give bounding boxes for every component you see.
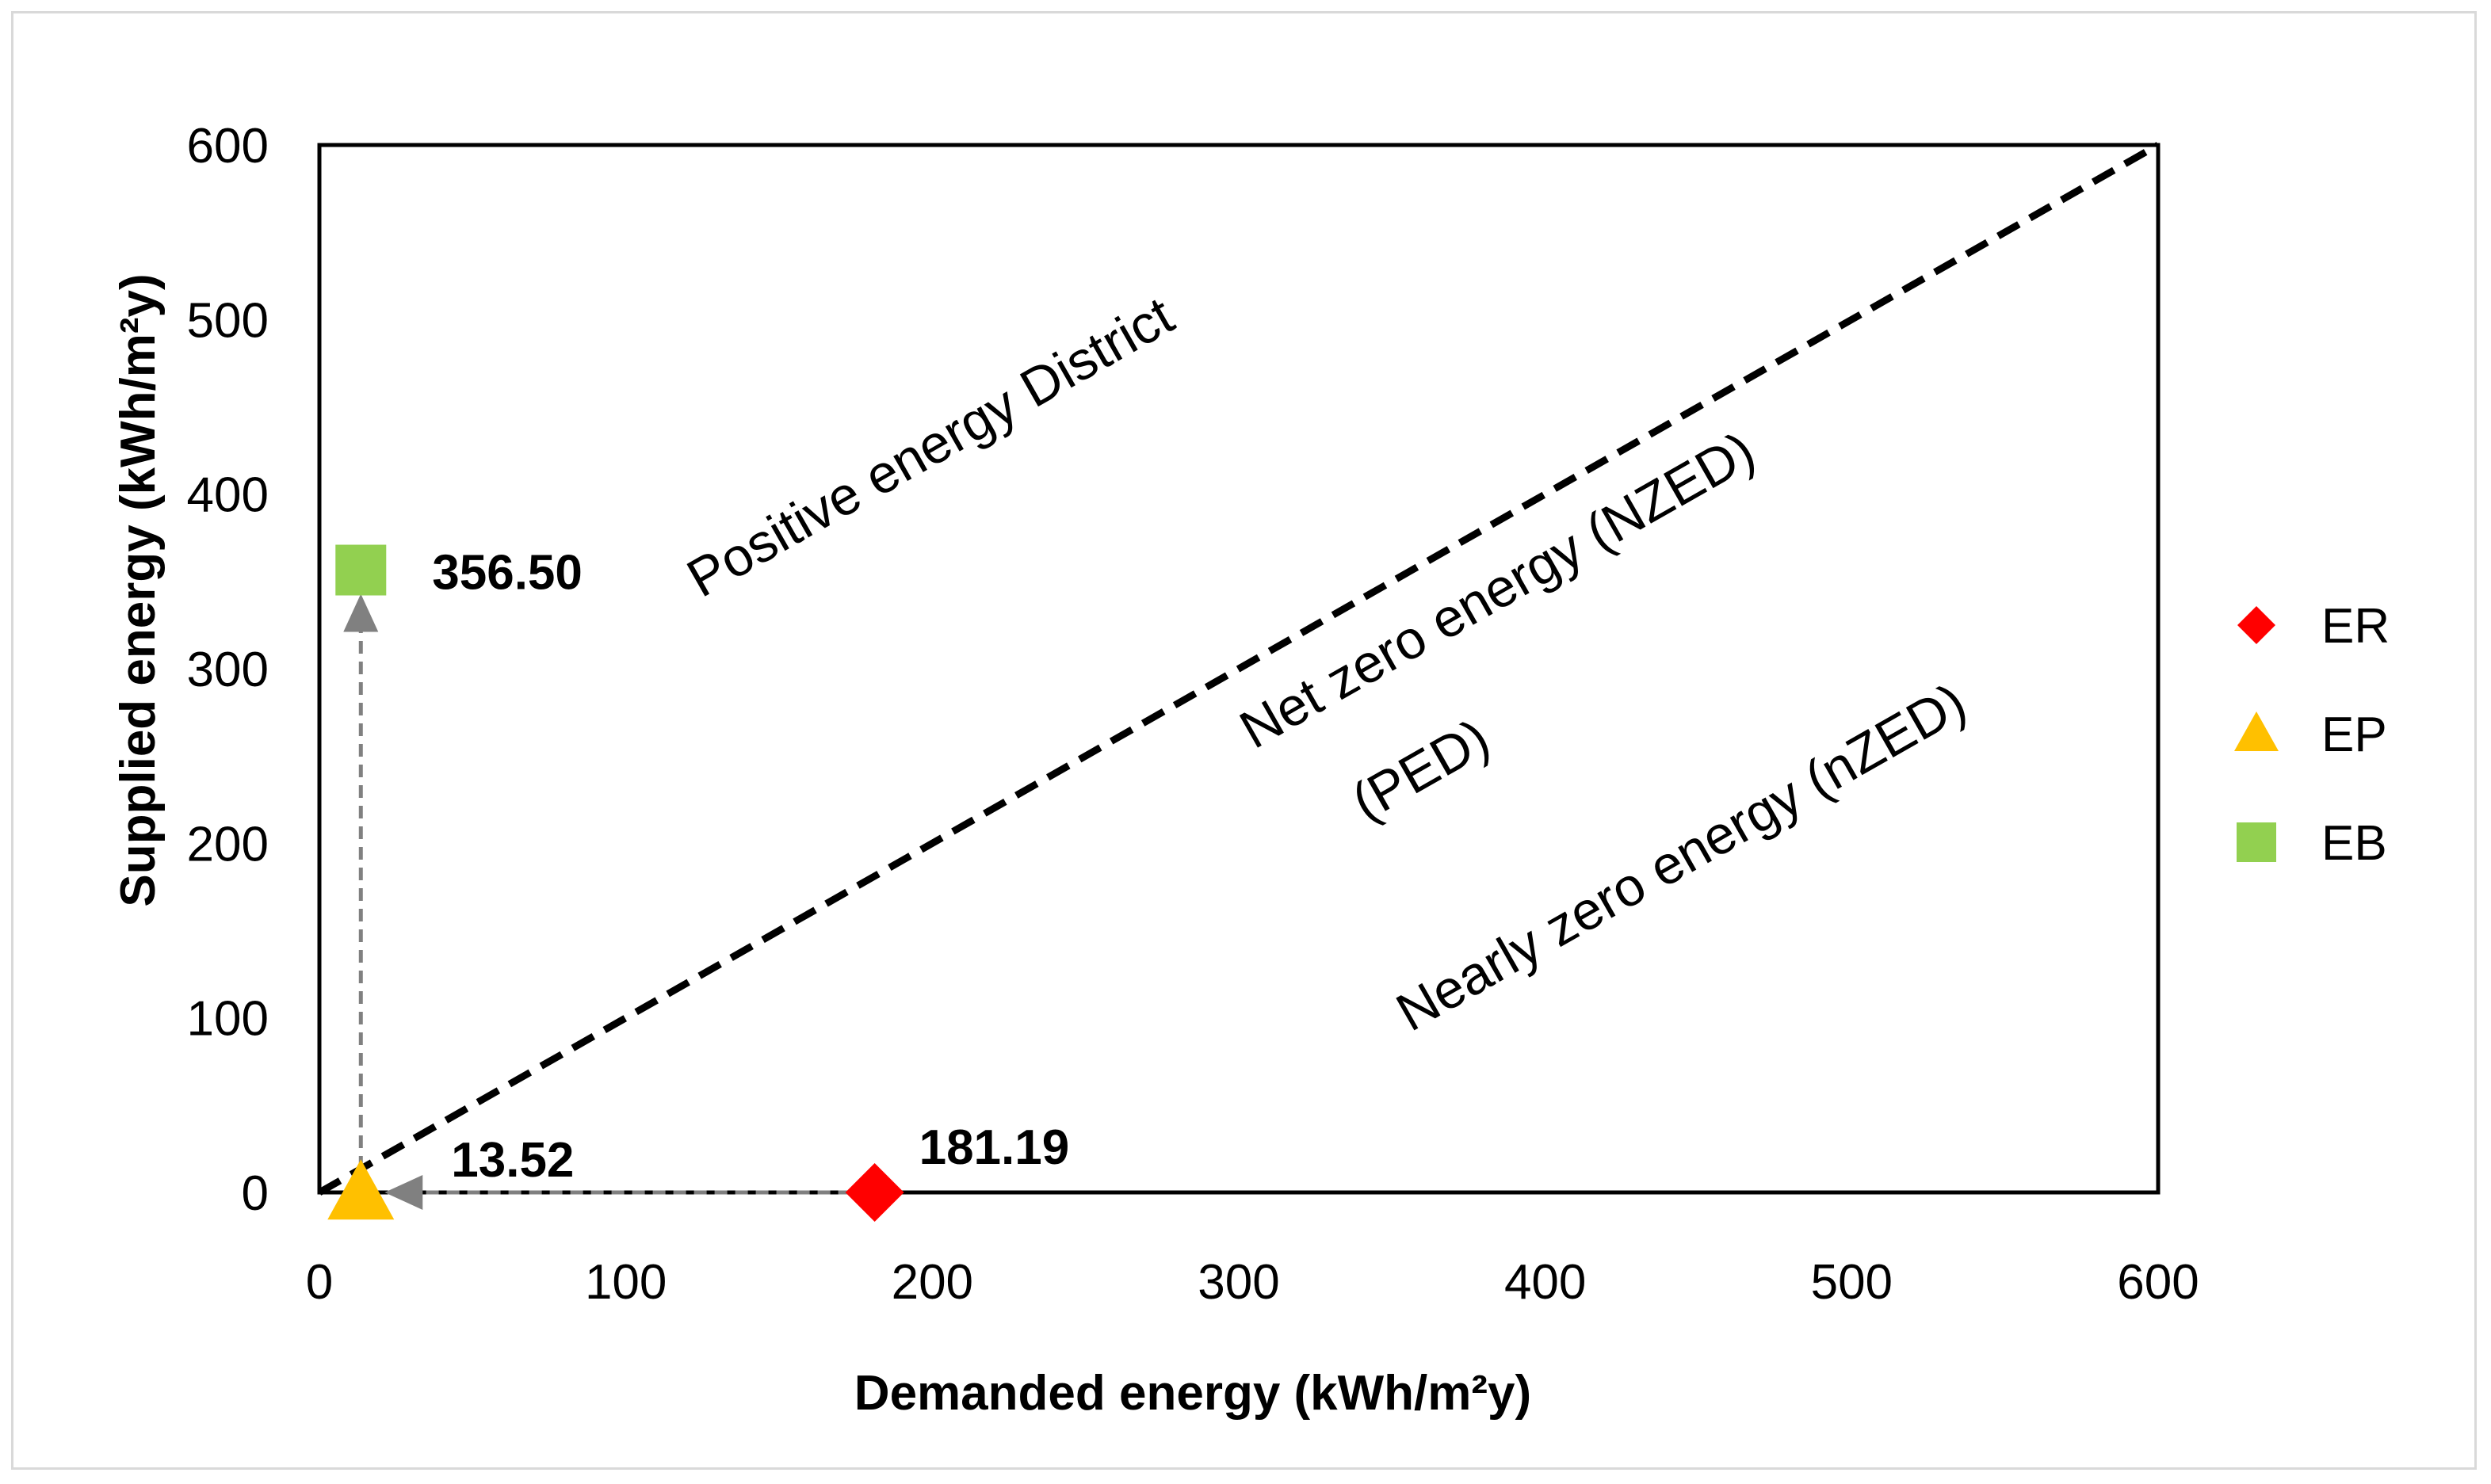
data-labels-group: 181.19 13.52 356.50 <box>432 546 1069 1188</box>
plot-area-border <box>317 143 2161 1195</box>
x-tick-label: 500 <box>1811 1255 1893 1310</box>
point-eb <box>335 544 387 596</box>
x-axis-title: Demanded energy (kWh/m²y) <box>854 1366 1531 1421</box>
point-er <box>845 1163 904 1222</box>
annotation-net-zero-energy: Net zero energy (NZED) <box>1230 420 1765 760</box>
arrow-er-to-ep-head <box>384 1175 423 1210</box>
y-tick-label: 600 <box>187 119 269 174</box>
y-tick-label: 100 <box>187 992 269 1047</box>
diagonal-reference-line <box>317 142 2161 1196</box>
x-tick-label: 400 <box>1504 1255 1586 1310</box>
legend-label-er: ER <box>2321 599 2390 654</box>
legend-marker-eb <box>2237 822 2276 862</box>
axis-ticks-group: 0 100 200 300 400 500 600 0 100 200 300 400 500 600 <box>187 119 2199 1310</box>
x-tick-label: 300 <box>1198 1255 1279 1310</box>
region-annotations-group: Positive energy District Net zero energy … <box>678 285 1976 1043</box>
chart-frame: 0 100 200 300 400 500 600 0 100 200 300 400 500 600 P… <box>11 11 2477 1470</box>
data-label-er: 181.19 <box>919 1120 1070 1175</box>
y-tick-label: 300 <box>187 643 269 697</box>
chart-svg: 0 100 200 300 400 500 600 0 100 200 300 400 500 600 P… <box>111 119 2390 1421</box>
data-label-eb: 356.50 <box>432 546 583 601</box>
reference-line-group <box>317 142 2161 1196</box>
legend-label-ep: EP <box>2321 708 2387 762</box>
y-tick-label: 200 <box>187 817 269 872</box>
point-ep <box>327 1159 395 1220</box>
annotation-positive-energy-district: Positive energy District <box>678 285 1184 609</box>
x-tick-label: 100 <box>585 1255 667 1310</box>
y-tick-label: 0 <box>242 1166 269 1221</box>
y-tick-label: 400 <box>187 468 269 523</box>
legend: ER EP EB <box>2234 599 2390 871</box>
x-tick-label: 600 <box>2117 1255 2199 1310</box>
arrows-group <box>343 593 851 1210</box>
legend-marker-er <box>2237 606 2275 644</box>
legend-marker-ep <box>2234 711 2279 751</box>
arrow-ep-to-eb-head <box>343 593 379 632</box>
legend-label-eb: EB <box>2321 816 2387 871</box>
y-tick-label: 500 <box>187 293 269 348</box>
y-axis-title: Supplied energy (kWh/m²y) <box>111 273 166 906</box>
annotation-ped: (PED) <box>1342 708 1499 833</box>
x-tick-label: 0 <box>306 1255 333 1310</box>
data-label-ep: 13.52 <box>451 1133 574 1188</box>
x-tick-label: 200 <box>892 1255 973 1310</box>
data-points-group <box>327 544 904 1222</box>
